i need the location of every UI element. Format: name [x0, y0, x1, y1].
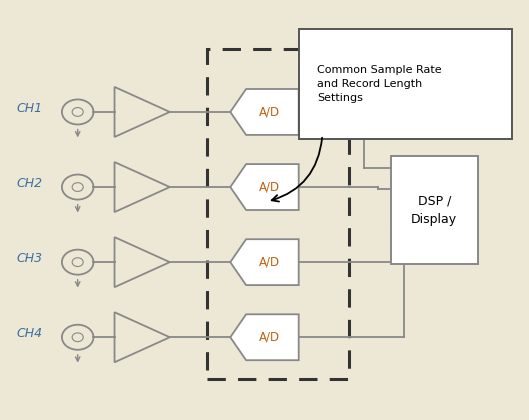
Text: A/D: A/D	[259, 181, 280, 194]
Text: A/D: A/D	[259, 105, 280, 118]
Text: DSP /
Display: DSP / Display	[411, 194, 457, 226]
Text: CH4: CH4	[16, 328, 42, 341]
FancyBboxPatch shape	[391, 156, 478, 264]
Polygon shape	[230, 239, 299, 285]
Polygon shape	[230, 89, 299, 135]
Text: CH1: CH1	[16, 102, 42, 115]
FancyBboxPatch shape	[299, 29, 512, 139]
Text: CH2: CH2	[16, 177, 42, 190]
Text: Common Sample Rate
and Record Length
Settings: Common Sample Rate and Record Length Set…	[317, 65, 442, 103]
Text: A/D: A/D	[259, 256, 280, 269]
Text: A/D: A/D	[259, 331, 280, 344]
Polygon shape	[230, 164, 299, 210]
Text: CH3: CH3	[16, 252, 42, 265]
Polygon shape	[230, 314, 299, 360]
